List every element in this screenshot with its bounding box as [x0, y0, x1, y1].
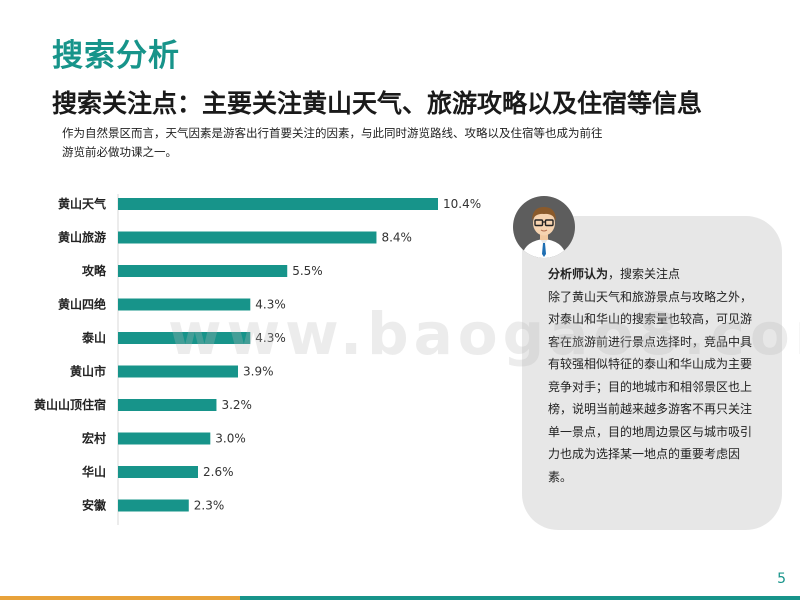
bar	[118, 332, 251, 344]
bar	[118, 298, 251, 311]
bar	[118, 499, 189, 512]
bar	[118, 466, 198, 478]
page-subtitle: 搜索关注点：主要关注黄山天气、旅游攻略以及住宿等信息	[52, 89, 703, 118]
analyst-body: 除了黄山天气和旅游景点与攻略之外，对泰山和华山的搜索量也较高，可见游客在旅游前进…	[548, 289, 753, 484]
page-title: 搜索分析	[52, 38, 180, 74]
value-label: 2.3%	[194, 499, 225, 513]
analyst-panel: 分析师认为，搜索关注点除了黄山天气和旅游景点与攻略之外，对泰山和华山的搜索量也较…	[522, 216, 782, 530]
category-label: 安徽	[82, 498, 107, 513]
value-label: 3.9%	[243, 365, 274, 379]
value-label: 8.4%	[381, 231, 412, 245]
bar	[118, 265, 288, 277]
category-label: 华山	[82, 464, 106, 479]
bar	[118, 432, 211, 445]
search-bar-chart: 黄山天气 10.4% 黄山旅游 8.4% 攻略 5.5% 黄山四绝 4.3% 泰山 4.3% 黄山市…	[34, 194, 481, 525]
category-label: 黄山旅游	[58, 230, 106, 245]
footer-line	[0, 596, 800, 600]
analyst-text: 分析师认为，搜索关注点除了黄山天气和旅游景点与攻略之外，对泰山和华山的搜索量也较…	[548, 263, 760, 488]
footer-accent-line	[0, 596, 240, 600]
analyst-lead-suffix: ，搜索关注点	[608, 267, 681, 281]
value-label: 4.3%	[255, 298, 285, 312]
analyst-avatar-icon	[513, 196, 575, 258]
category-label: 黄山山顶住宿	[34, 397, 106, 412]
page-number: 5	[777, 571, 786, 587]
value-label: 10.4%	[443, 197, 481, 211]
intro-line-2: 游览前必做功课之一。	[62, 145, 177, 159]
intro-line-1: 作为自然景区而言，天气因素是游客出行首要关注的因素，与此同时游览路线、攻略以及住…	[62, 126, 603, 140]
bar	[118, 231, 377, 244]
category-label: 黄山四绝	[58, 297, 106, 312]
value-label: 4.3%	[255, 331, 285, 345]
analyst-lead: 分析师认为	[548, 267, 609, 281]
category-label: 黄山天气	[58, 196, 106, 211]
category-label: 攻略	[82, 263, 107, 278]
bar	[118, 399, 217, 411]
category-label: 宏村	[82, 431, 106, 446]
category-label: 泰山	[81, 330, 106, 345]
value-label: 2.6%	[203, 465, 234, 479]
category-label: 黄山市	[70, 364, 106, 379]
value-label: 3.0%	[215, 432, 246, 446]
intro-text: 作为自然景区而言，天气因素是游客出行首要关注的因素，与此同时游览路线、攻略以及住…	[62, 124, 722, 162]
value-label: 5.5%	[292, 264, 323, 278]
bar	[118, 365, 238, 378]
bar	[118, 198, 438, 210]
value-label: 3.2%	[221, 398, 252, 412]
